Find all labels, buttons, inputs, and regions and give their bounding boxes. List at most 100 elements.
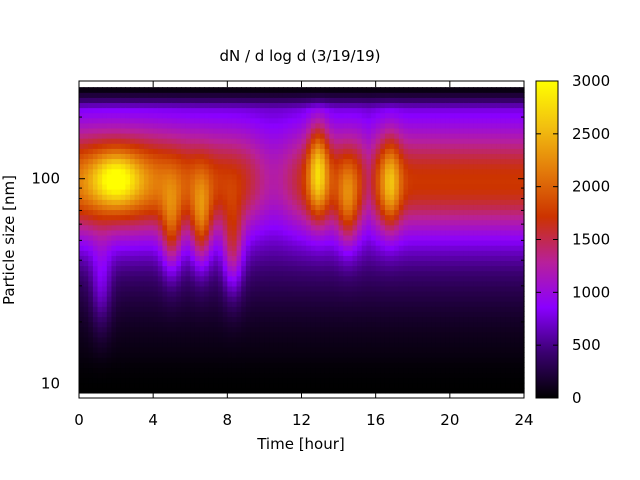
heatmap-cell [125, 301, 131, 307]
heatmap-cell [320, 163, 326, 170]
heatmap-cell [361, 336, 367, 343]
heatmap-cell [227, 377, 233, 384]
heatmap-cell [236, 163, 242, 170]
heatmap-cell [264, 321, 270, 328]
heatmap-cell [153, 352, 159, 358]
heatmap-cell [208, 204, 215, 211]
heatmap-cell [231, 290, 238, 297]
heatmap-cell [320, 306, 326, 312]
heatmap-cell [227, 199, 233, 205]
heatmap-cell [250, 214, 256, 221]
heatmap-cell [153, 87, 159, 93]
heatmap-cell [357, 168, 363, 175]
heatmap-cell [227, 133, 233, 139]
heatmap-cell [315, 209, 321, 216]
heatmap-cell [236, 377, 242, 384]
heatmap-cell [129, 326, 136, 333]
heatmap-cell [185, 377, 191, 384]
heatmap-cell [296, 102, 303, 109]
heatmap-cell [445, 107, 451, 114]
heatmap-cell [389, 148, 395, 154]
heatmap-cell [440, 321, 446, 328]
heatmap-cell [273, 173, 279, 180]
heatmap-cell [176, 326, 182, 333]
heatmap-cell [371, 173, 377, 180]
heatmap-cell [269, 234, 275, 241]
heatmap-cell [454, 275, 460, 282]
heatmap-cell [259, 265, 266, 272]
heatmap-cell [278, 97, 284, 104]
heatmap-cell [227, 367, 233, 374]
heatmap-cell [190, 377, 196, 384]
heatmap-cell [231, 331, 238, 338]
heatmap-cell [375, 219, 381, 226]
heatmap-cell [417, 352, 423, 358]
heatmap-cell [125, 133, 131, 139]
heatmap-cell [282, 122, 289, 129]
heatmap-cell [259, 362, 266, 369]
heatmap-cell [273, 122, 279, 129]
heatmap-cell [366, 352, 372, 358]
heatmap-cell [269, 240, 275, 246]
heatmap-cell [296, 367, 303, 374]
heatmap-cell [153, 102, 159, 109]
heatmap-cell [162, 255, 168, 262]
heatmap-cell [83, 138, 89, 144]
heatmap-cell [394, 311, 400, 318]
heatmap-cell [264, 265, 270, 272]
heatmap-cell [417, 321, 423, 328]
heatmap-cell [357, 275, 363, 282]
heatmap-cell [287, 229, 293, 236]
heatmap-cell [236, 326, 242, 333]
heatmap-cell [236, 382, 242, 389]
heatmap-cell [422, 234, 428, 241]
heatmap-cell [199, 285, 205, 292]
heatmap-cell [278, 387, 284, 394]
heatmap-cell [315, 301, 321, 307]
heatmap-cell [357, 270, 363, 277]
heatmap-cell [426, 87, 432, 93]
heatmap-cell [292, 296, 298, 302]
heatmap-cell [384, 290, 391, 297]
heatmap-cell [208, 143, 215, 149]
heatmap-cell [139, 122, 145, 129]
heatmap-cell [176, 352, 182, 358]
heatmap-cell [417, 331, 423, 338]
heatmap-cell [435, 341, 442, 348]
heatmap-cell [92, 306, 99, 312]
heatmap-cell [329, 234, 335, 241]
heatmap-cell [176, 127, 182, 134]
heatmap-cell [208, 229, 215, 236]
heatmap-cell [380, 168, 386, 175]
heatmap-cell [180, 316, 187, 323]
heatmap-cell [408, 311, 414, 318]
heatmap-cell [153, 122, 159, 129]
heatmap-cell [167, 275, 173, 282]
heatmap-cell [338, 306, 344, 312]
heatmap-cell [125, 382, 131, 389]
heatmap-cell [134, 316, 140, 323]
heatmap-cell [180, 173, 187, 180]
heatmap-cell [241, 265, 247, 272]
heatmap-cell [148, 107, 154, 114]
heatmap-cell [394, 255, 400, 262]
heatmap-cell [106, 224, 113, 231]
heatmap-cell [445, 321, 451, 328]
heatmap-cell [301, 275, 307, 282]
heatmap-cell [120, 301, 126, 307]
heatmap-cell [278, 199, 284, 205]
heatmap-cell [143, 255, 150, 262]
heatmap-cell [157, 194, 164, 200]
heatmap-cell [171, 285, 177, 292]
heatmap-cell [162, 148, 168, 154]
heatmap-cell [301, 240, 307, 246]
heatmap-cell [129, 199, 136, 205]
heatmap-cell [120, 219, 126, 226]
heatmap-cell [116, 331, 122, 338]
heatmap-cell [255, 138, 261, 144]
heatmap-cell [194, 387, 201, 394]
heatmap-cell [333, 87, 340, 93]
heatmap-cell [213, 290, 219, 297]
heatmap-cell [324, 92, 330, 98]
heatmap-cell [394, 112, 400, 119]
